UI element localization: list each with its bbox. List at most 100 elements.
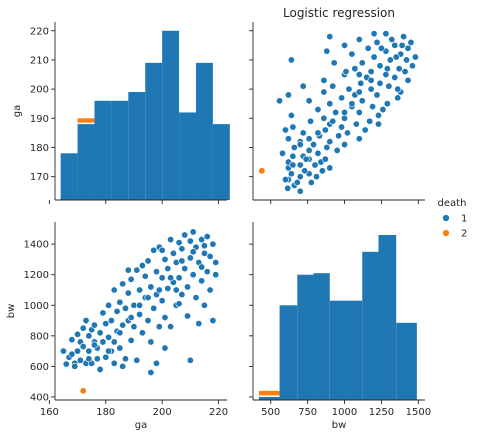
scatter-point-death-1 xyxy=(209,240,217,248)
scatter-point-death-1 xyxy=(314,149,322,157)
x-tick-label: 160 xyxy=(40,407,59,418)
scatter-point-death-1 xyxy=(357,79,365,87)
scatter-point-death-1 xyxy=(178,291,186,299)
scatter-point-death-1 xyxy=(110,338,118,346)
scatter-point-death-1 xyxy=(68,350,76,358)
scatter-point-death-1 xyxy=(189,248,197,256)
scatter-point-death-1 xyxy=(113,307,121,315)
scatter-point-death-1 xyxy=(167,274,175,282)
scatter-point-death-1 xyxy=(150,246,158,254)
scatter-point-death-1 xyxy=(175,300,183,308)
scatter-point-death-1 xyxy=(321,155,329,163)
scatter-point-death-1 xyxy=(395,65,403,73)
scatter-point-death-1 xyxy=(200,301,208,309)
scatter-point-death-1 xyxy=(333,146,341,154)
hist-bar-ga-death-1 xyxy=(162,30,180,200)
y-tick-label: 210 xyxy=(30,55,49,66)
x-axis-label-ga: ga xyxy=(135,420,147,431)
scatter-point-death-1 xyxy=(364,44,372,52)
scatter-point-death-1 xyxy=(279,149,287,157)
scatter-point-death-1 xyxy=(74,347,82,355)
y-tick-label: 600 xyxy=(30,362,49,373)
scatter-point-death-1 xyxy=(164,284,172,292)
scatter-point-death-1 xyxy=(373,38,381,46)
scatter-point-death-1 xyxy=(307,117,315,125)
scatter-point-death-1 xyxy=(59,347,67,355)
scatter-point-death-1 xyxy=(124,266,132,274)
y-tick-label: 170 xyxy=(30,172,49,183)
scatter-point-death-1 xyxy=(184,312,192,320)
scatter-point-death-1 xyxy=(329,117,337,125)
scatter-point-death-1 xyxy=(96,329,104,337)
scatter-point-death-1 xyxy=(329,82,337,90)
scatter-point-death-1 xyxy=(348,50,356,58)
scatter-point-death-1 xyxy=(301,167,309,175)
scatter-point-death-1 xyxy=(281,176,289,184)
scatter-point-death-1 xyxy=(99,309,107,317)
scatter-point-death-1 xyxy=(326,33,334,41)
scatter-point-death-1 xyxy=(407,38,415,46)
scatter-point-death-1 xyxy=(110,286,118,294)
scatter-point-death-1 xyxy=(296,173,304,181)
scatter-point-death-1 xyxy=(147,368,155,376)
scatter-point-death-1 xyxy=(184,283,192,291)
scatter-point-death-1 xyxy=(332,108,340,116)
scatter-point-death-1 xyxy=(358,59,366,67)
y-tick-label: 1000 xyxy=(24,301,49,312)
scatter-point-death-1 xyxy=(85,332,93,340)
scatter-point-death-1 xyxy=(200,249,208,257)
hist-bar-ga-death-1 xyxy=(179,112,196,200)
scatter-point-death-1 xyxy=(121,304,129,312)
histogram-ga-panel: 170 180 190 200 210 220 ga xyxy=(12,22,230,204)
scatter-point-death-1 xyxy=(119,362,127,370)
scatter-point-death-1 xyxy=(391,73,399,81)
scatter-point-death-1 xyxy=(155,286,163,294)
scatter-point-death-1 xyxy=(296,161,304,169)
scatter-point-death-1 xyxy=(379,106,387,114)
scatter-point-death-1 xyxy=(136,310,144,318)
scatter-point-death-1 xyxy=(161,255,169,263)
scatter-point-death-1 xyxy=(355,71,363,79)
scatter-point-death-1 xyxy=(169,249,177,257)
hist-bar-ga-death-1 xyxy=(128,92,146,200)
scatter-point-death-1 xyxy=(287,56,295,64)
legend: death 1 2 xyxy=(438,198,468,240)
scatter-point-death-1 xyxy=(289,161,297,169)
x-tick-label: 1500 xyxy=(406,407,431,418)
scatter-point-death-1 xyxy=(284,184,292,192)
scatter-point-death-1 xyxy=(293,178,301,186)
hist-bar-bw-death-2 xyxy=(258,390,280,396)
scatter-point-death-1 xyxy=(105,301,113,309)
y-tick-label: 180 xyxy=(30,143,49,154)
scatter-point-death-1 xyxy=(310,141,318,149)
scatter-point-death-1 xyxy=(348,100,356,108)
hist-bar-ga-death-1 xyxy=(77,124,95,200)
scatter-point-death-1 xyxy=(343,129,351,137)
hist-bar-bw-death-1 xyxy=(297,274,314,400)
scatter-point-death-1 xyxy=(302,155,310,163)
y-tick-label: 400 xyxy=(30,392,49,403)
scatter-point-death-1 xyxy=(116,298,124,306)
scatter-bw-vs-ga-panel: 400 600 800 1000 1200 1400 160 180 200 220 ga bw xyxy=(6,222,228,431)
scatter-point-death-1 xyxy=(404,44,412,52)
scatter-point-death-1 xyxy=(74,330,82,338)
scatter-point-death-1 xyxy=(342,68,350,76)
hist-bar-ga-death-1 xyxy=(111,100,129,200)
scatter-point-death-1 xyxy=(107,317,115,325)
scatter-point-death-1 xyxy=(212,258,220,266)
scatter-point-death-1 xyxy=(175,274,183,282)
scatter-point-death-1 xyxy=(178,245,186,253)
y-tick-label: 1200 xyxy=(24,270,49,281)
y-tick-label: 1400 xyxy=(24,240,49,251)
scatter-point-death-1 xyxy=(296,141,304,149)
scatter-point-death-1 xyxy=(382,30,390,38)
scatter-point-death-1 xyxy=(105,333,113,341)
hist-bar-bw-death-1 xyxy=(313,273,330,400)
scatter-point-death-1 xyxy=(127,336,135,344)
scatter-point-death-1 xyxy=(289,123,297,131)
scatter-point-death-1 xyxy=(367,68,375,76)
scatter-point-death-1 xyxy=(82,317,90,325)
legend-marker-death-1 xyxy=(442,214,450,222)
scatter-point-death-1 xyxy=(90,341,98,349)
